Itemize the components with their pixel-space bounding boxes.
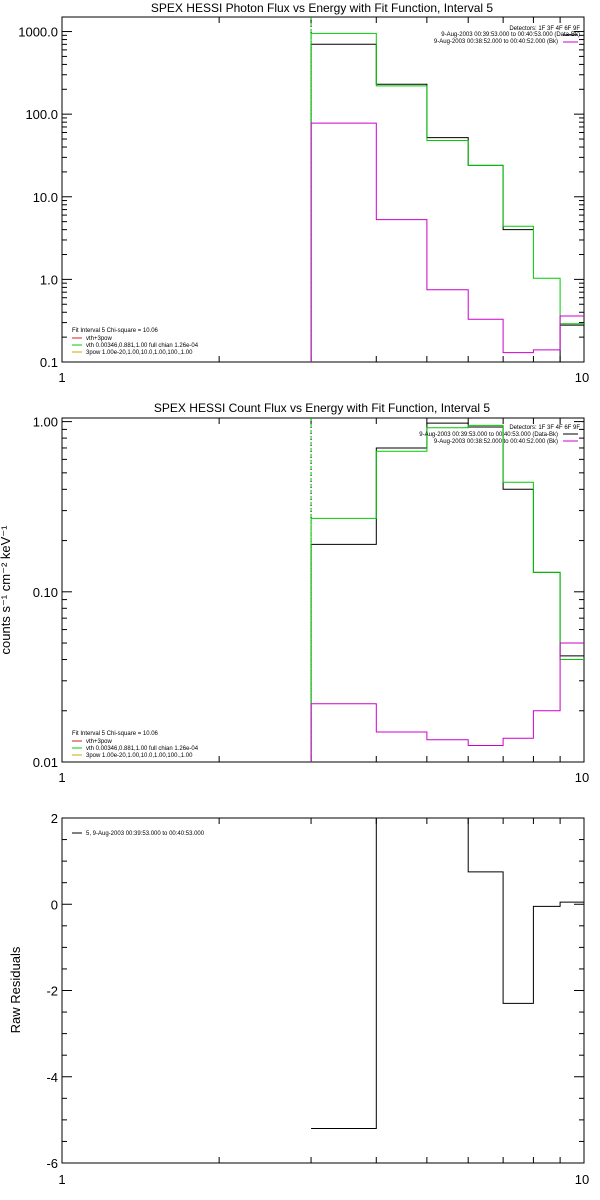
count-flux-y-axis-label: counts s⁻¹ cm⁻² keV⁻¹: [0, 525, 13, 655]
photon-flux-x-tick-label: 10: [575, 370, 589, 385]
legend-item-total: vth+3pow: [86, 739, 113, 745]
count-flux-y-tick-label: 1.00: [33, 415, 58, 430]
info-line: 9-Aug-2003 00:39:53.000 to 00:40:53.000 …: [419, 432, 558, 438]
count-flux-x-tick-label: 1: [58, 770, 65, 785]
legend-item-powerlaw: 3pow 1.00e-20,1.00,10.0,1.00,100.,1.00: [86, 753, 193, 759]
legend-item-powerlaw: 3pow 1.00e-20,1.00,10.0,1.00,100.,1.00: [86, 350, 193, 356]
count-flux-y-tick-labels: 0.01 0.10 1.00: [33, 415, 58, 770]
residuals-y-tick-label: 2: [51, 811, 58, 826]
photon-flux-series-component: [310, 122, 584, 362]
photon-flux-y-tick-labels: 0.1 1.0 10.0 100.0 1000.0: [18, 25, 58, 370]
photon-flux-legend: Fit Interval 5 Chi-square = 10.06 vth+3p…: [72, 328, 199, 356]
count-flux-plot-area: [310, 418, 584, 762]
residuals-x-tick-label: 1: [58, 1172, 65, 1187]
count-flux-y-tick-label: 0.10: [33, 585, 58, 600]
residuals-legend: 5, 9-Aug-2003 00:39:53.000 to 00:40:53.0…: [72, 831, 205, 837]
residuals-y-tick-label: -2: [46, 984, 58, 999]
legend-fit-interval: Fit Interval 5 Chi-square = 10.06: [72, 328, 159, 334]
residuals-panel: 1 10 -6 -4 -2 0 2 Raw Residuals 5, 9-Aug-200…: [8, 811, 589, 1187]
residuals-plot-area: [311, 817, 584, 1129]
photon-flux-panel: SPEX HESSI Photon Flux vs Energy with Fi…: [18, 1, 589, 385]
residuals-series-data: [311, 817, 584, 1129]
info-line: Detectors: 1F 3F 4F 6F 9F: [509, 26, 580, 32]
legend-item-thermal: vth 0.00346,0.881,1.00 full chian 1.26e-…: [86, 746, 199, 752]
residuals-ticks: [62, 817, 584, 1164]
count-flux-series-component: [310, 642, 584, 762]
info-line: 9-Aug-2003 00:38:52.000 to 00:40:52.000 …: [434, 439, 558, 445]
count-flux-series-model: [310, 424, 584, 762]
count-flux-panel: SPEX HESSI Count Flux vs Energy with Fit…: [0, 401, 589, 785]
legend-item-residual: 5, 9-Aug-2003 00:39:53.000 to 00:40:53.0…: [86, 831, 205, 837]
legend-item-thermal: vth 0.00346,0.881,1.00 full chian 1.26e-…: [86, 343, 199, 349]
photon-flux-info-block: Detectors: 1F 3F 4F 6F 9F 9-Aug-2003 00:…: [434, 26, 580, 45]
photon-flux-y-tick-label: 1000.0: [18, 25, 58, 40]
photon-flux-y-tick-label: 10.0: [33, 190, 58, 205]
count-flux-y-tick-label: 0.01: [33, 755, 58, 770]
count-flux-x-tick-label: 10: [575, 770, 589, 785]
info-line: Detectors: 1F 3F 4F 6F 9F: [509, 425, 580, 431]
photon-flux-series-model: [310, 32, 584, 362]
photon-flux-y-tick-label: 1.0: [40, 272, 58, 287]
info-line: 9-Aug-2003 00:38:52.000 to 00:40:52.000 …: [434, 39, 558, 45]
legend-fit-interval: Fit Interval 5 Chi-square = 10.06: [72, 731, 159, 737]
count-flux-axes-box: [61, 417, 585, 763]
count-flux-ticks: [62, 418, 584, 763]
legend-item-total: vth+3pow: [86, 336, 113, 342]
residuals-y-tick-label: -4: [46, 1070, 58, 1085]
residuals-x-tick-label: 10: [575, 1172, 589, 1187]
photon-flux-plot-area: [310, 17, 584, 362]
residuals-y-tick-label: -6: [46, 1156, 58, 1171]
photon-flux-axes-box: [61, 16, 585, 363]
count-flux-info-block: Detectors: 1F 3F 4F 6F 9F 9-Aug-2003 00:…: [419, 425, 580, 445]
photon-flux-y-tick-label: 100.0: [25, 107, 58, 122]
count-flux-legend: Fit Interval 5 Chi-square = 10.06 vth+3p…: [72, 731, 199, 759]
photon-flux-x-tick-label: 1: [58, 370, 65, 385]
count-flux-title: SPEX HESSI Count Flux vs Energy with Fit…: [154, 401, 490, 415]
info-line: 9-Aug-2003 00:39:53.000 to 00:40:53.000 …: [441, 32, 580, 38]
residuals-y-tick-label: 0: [51, 897, 58, 912]
photon-flux-y-tick-label: 0.1: [40, 355, 58, 370]
photon-flux-title: SPEX HESSI Photon Flux vs Energy with Fi…: [151, 1, 493, 15]
residuals-y-tick-labels: -6 -4 -2 0 2: [46, 811, 58, 1171]
residuals-y-axis-label: Raw Residuals: [8, 946, 23, 1033]
